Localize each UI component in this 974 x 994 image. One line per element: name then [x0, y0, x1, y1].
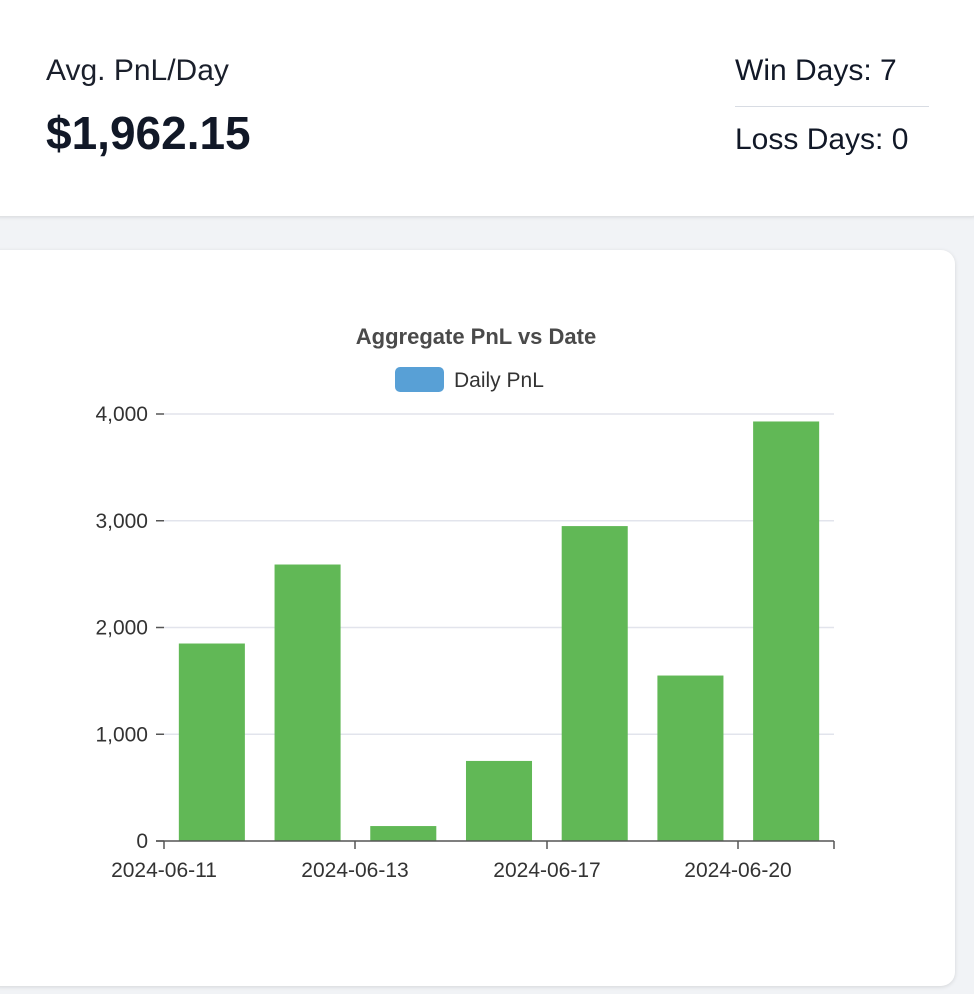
- legend-label[interactable]: Daily PnL: [454, 369, 544, 392]
- x-tick-label: 2024-06-13: [301, 859, 408, 882]
- bar-2024-06-11[interactable]: [178, 643, 245, 841]
- axes: 0 1,000 2,000 3,000 4,000 2024-06-11 2024-06-1…: [95, 403, 835, 882]
- bars: [178, 421, 820, 841]
- stat-divider: [735, 106, 929, 107]
- bar-2024-06-14[interactable]: [465, 760, 533, 841]
- avg-pnl-label: Avg. PnL/Day: [46, 54, 229, 87]
- gridlines: [164, 413, 834, 735]
- summary-card: [0, 0, 974, 216]
- avg-pnl-value: $1,962.15: [46, 107, 251, 159]
- bar-2024-06-20[interactable]: [753, 421, 820, 841]
- bar-2024-06-17[interactable]: [561, 526, 628, 841]
- y-tick-label: 2,000: [95, 617, 148, 640]
- legend-swatch[interactable]: [395, 367, 444, 392]
- y-tick-label: 3,000: [95, 510, 148, 533]
- bar-2024-06-13[interactable]: [370, 826, 437, 841]
- bar-2024-06-12[interactable]: [274, 564, 341, 841]
- win-days-stat: Win Days: 7: [735, 54, 897, 87]
- x-tick-label: 2024-06-20: [684, 859, 791, 882]
- x-tick-label: 2024-06-11: [111, 859, 217, 882]
- x-tick-label: 2024-06-17: [493, 859, 600, 882]
- bar-2024-06-18[interactable]: [657, 675, 724, 841]
- loss-days-stat: Loss Days: 0: [735, 123, 909, 156]
- y-tick-label: 4,000: [95, 403, 148, 426]
- y-tick-label: 0: [136, 830, 148, 853]
- chart-title: Aggregate PnL vs Date: [356, 324, 596, 349]
- y-tick-label: 1,000: [95, 723, 148, 746]
